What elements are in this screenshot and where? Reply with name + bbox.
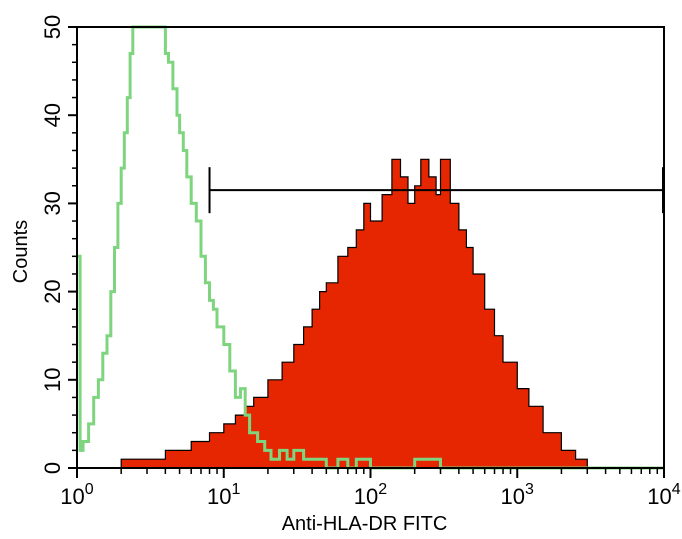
- y-tick-label: 50: [40, 15, 65, 39]
- series-0-outline-histogram: [77, 25, 664, 470]
- x-tick-label: 103: [501, 481, 534, 509]
- x-tick-label: 102: [354, 481, 387, 509]
- x-tick-label: 100: [60, 481, 93, 509]
- y-tick-label: 10: [40, 368, 65, 392]
- x-tick-label: 104: [647, 481, 680, 509]
- y-tick-label: 30: [40, 191, 65, 215]
- series-1-filled-histogram: [88, 158, 588, 469]
- x-axis-title: Anti-HLA-DR FITC: [282, 513, 448, 535]
- x-tick-label: 101: [207, 481, 240, 509]
- tick-layer: 0 10 20 30 40 50 100 101 102 103 104: [40, 15, 681, 509]
- y-tick-label: 20: [40, 279, 65, 303]
- y-axis-title: Counts: [10, 220, 32, 283]
- series-layer: [77, 25, 664, 470]
- y-tick-label: 0: [40, 462, 65, 474]
- y-tick-label: 40: [40, 103, 65, 127]
